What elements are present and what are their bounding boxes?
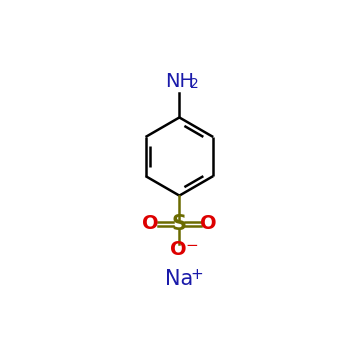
Text: O: O — [200, 215, 217, 233]
Text: +: + — [191, 267, 203, 282]
Text: −: − — [185, 238, 198, 253]
Text: O: O — [142, 215, 159, 233]
Text: NH: NH — [165, 71, 194, 91]
Text: 2: 2 — [190, 77, 198, 91]
Text: Na: Na — [165, 269, 194, 289]
Text: O: O — [170, 240, 186, 259]
Text: S: S — [172, 214, 187, 234]
